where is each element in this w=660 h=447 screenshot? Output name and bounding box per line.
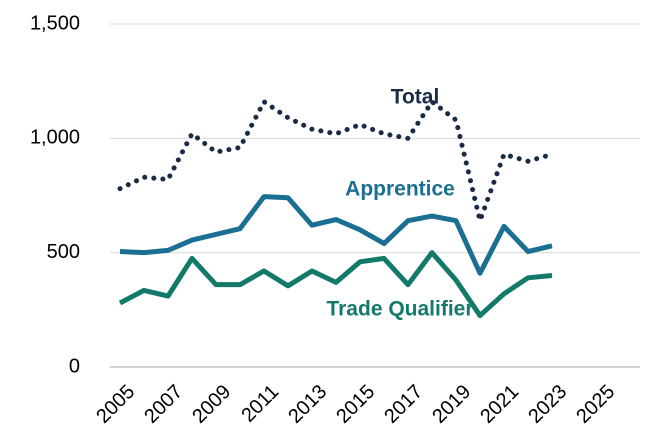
x-tick-label: 2013 — [284, 381, 331, 428]
series-line — [117, 99, 555, 224]
series-label: Trade Qualifier — [326, 298, 473, 321]
y-tick-label: 1,000 — [30, 127, 80, 149]
series-line — [118, 250, 553, 319]
x-tick-label: 2009 — [188, 381, 235, 428]
x-tick-label: 2019 — [428, 381, 475, 428]
series-label: Total — [391, 86, 440, 109]
x-tick-label: 2007 — [140, 381, 187, 428]
x-tick-label: 2025 — [572, 381, 619, 428]
x-tick-label: 2021 — [476, 381, 523, 428]
series-label: Apprentice — [345, 178, 455, 201]
x-tick-label: 2017 — [380, 381, 427, 428]
x-tick-label: 2011 — [237, 381, 283, 427]
y-tick-label: 0 — [69, 355, 80, 377]
y-tick-label: 500 — [47, 241, 80, 263]
x-tick-label: 2005 — [92, 381, 139, 428]
x-tick-label: 2015 — [332, 381, 379, 428]
series-line — [119, 194, 553, 276]
x-tick-label: 2023 — [524, 381, 571, 428]
y-tick-label: 1,500 — [30, 12, 80, 34]
